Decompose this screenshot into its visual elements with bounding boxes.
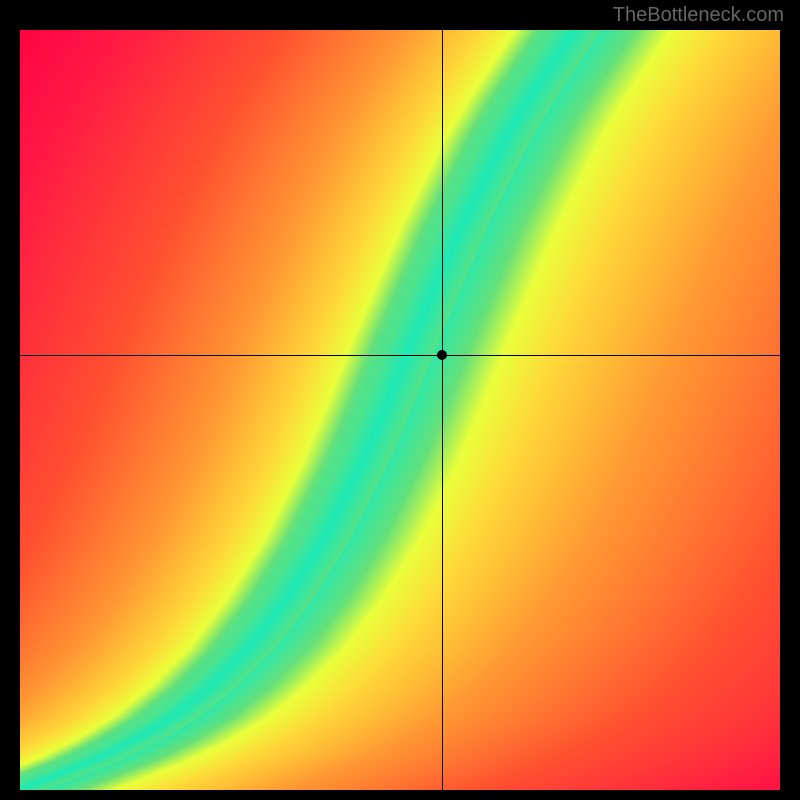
crosshair-vertical: [442, 30, 443, 790]
watermark-text: TheBottleneck.com: [613, 4, 784, 27]
crosshair-horizontal: [20, 355, 780, 356]
heatmap-plot: [20, 30, 780, 790]
crosshair-marker: [437, 350, 447, 360]
heatmap-canvas: [20, 30, 780, 790]
